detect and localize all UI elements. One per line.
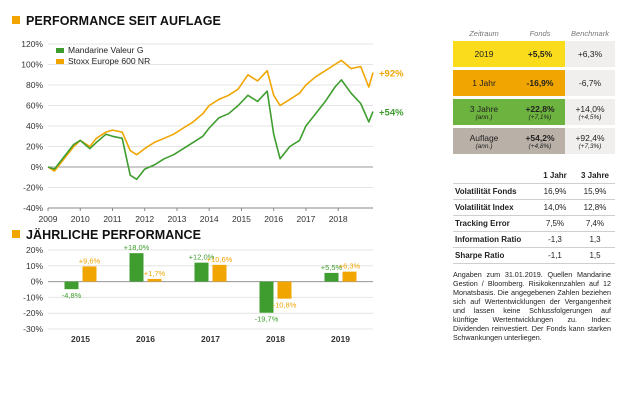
benchmark-series-line	[47, 59, 374, 172]
performance-table: Zeitraum Fonds Benchmark 2019 +5,5% +6,3…	[453, 26, 615, 154]
benchmark-end-label: +92%	[379, 69, 404, 80]
benchmark-bar	[277, 281, 292, 299]
risk-table-header: 1 Jahr 3 Jahre	[453, 168, 615, 184]
performance-line-chart: -40% -20% 0% 20% 40% 60% 80% 100% 120% 2009 2010 20…	[21, 39, 404, 224]
risk-row: Tracking Error 7,5% 7,4%	[453, 215, 615, 232]
annual-performance-bar-chart: -30% -20% -10% 0% 10% 20% -4,8% +9,6% 2015 +18,0%…	[23, 243, 373, 344]
x-tick-label: 2013	[168, 214, 187, 224]
y-tick-label: -10%	[23, 292, 43, 302]
y-tick-label: 0%	[31, 162, 44, 172]
x-tick-label: 2010	[71, 214, 90, 224]
benchmark-bar-label: -10,8%	[273, 301, 297, 310]
y-tick-label: 40%	[26, 121, 43, 131]
perf-row-auflage: Auflage (ann.) +54,2% (+4,8%) +92,4% (+7,3%…	[453, 128, 615, 154]
header-period: Zeitraum	[469, 29, 499, 38]
perf-row-fund: -16,9%	[515, 70, 565, 96]
benchmark-bar-label: +1,7%	[144, 269, 166, 278]
header-3-jahre: 3 Jahre	[575, 168, 615, 184]
fund-bar-label: -19,7%	[255, 315, 279, 324]
fund-bar	[64, 281, 79, 290]
perf-row-label: Auflage (ann.)	[453, 128, 515, 154]
perf-row-label: 2019	[453, 41, 515, 67]
benchmark-bar	[212, 264, 227, 282]
perf-row-1-jahr: 1 Jahr -16,9% -6,7%	[453, 70, 615, 96]
y-tick-label: 20%	[26, 142, 43, 152]
benchmark-bar	[147, 278, 162, 282]
annual-performance-title: JÄHRLICHE PERFORMANCE	[12, 228, 201, 242]
legend-label: Stoxx Europe 600 NR	[68, 56, 150, 66]
fund-bar	[324, 272, 339, 282]
y-tick-label: -20%	[23, 183, 43, 193]
category-label: 2017	[201, 334, 220, 344]
fund-bar-label: +12,0%	[189, 253, 215, 262]
risk-row: Information Ratio -1,3 1,3	[453, 231, 615, 248]
perf-row-bench: +92,4% (+7,3%)	[565, 128, 615, 154]
perf-row-2019: 2019 +5,5% +6,3%	[453, 41, 615, 67]
perf-row-fund: +22,8% (+7,1%)	[515, 99, 565, 125]
legend-swatch	[56, 59, 64, 64]
title-square-icon	[12, 230, 20, 238]
perf-row-fund: +5,5%	[515, 41, 565, 67]
fund-bar	[259, 281, 274, 313]
y-tick-label: 100%	[21, 60, 43, 70]
performance-table-header: Zeitraum Fonds Benchmark	[453, 26, 615, 41]
perf-row-label: 1 Jahr	[453, 70, 515, 96]
perf-row-bench: -6,7%	[565, 70, 615, 96]
x-tick-label: 2015	[232, 214, 251, 224]
y-tick-label: 10%	[26, 261, 43, 271]
benchmark-bar-label: +6,3%	[339, 262, 361, 271]
fund-bar	[194, 262, 209, 282]
fund-bar-label: +18,0%	[124, 243, 150, 252]
x-tick-label: 2018	[329, 214, 348, 224]
fund-bar	[129, 253, 144, 282]
risk-row: Volatilität Fonds 16,9% 15,9%	[453, 183, 615, 200]
x-tick-label: 2014	[200, 214, 219, 224]
performance-title: PERFORMANCE SEIT AUFLAGE	[12, 14, 221, 28]
fund-bar-label: -4,8%	[62, 291, 82, 300]
x-tick-label: 2009	[39, 214, 58, 224]
x-tick-label: 2017	[296, 214, 315, 224]
risk-row: Sharpe Ratio -1,1 1,5	[453, 247, 615, 264]
benchmark-bar	[82, 266, 97, 282]
y-tick-label: -20%	[23, 308, 43, 318]
perf-row-label: 3 Jahre (ann.)	[453, 99, 515, 125]
perf-row-bench: +6,3%	[565, 41, 615, 67]
benchmark-bar-label: +10,6%	[207, 255, 233, 264]
y-tick-label: 80%	[26, 80, 43, 90]
fund-series-line	[47, 79, 374, 181]
y-tick-label: 20%	[26, 245, 43, 255]
benchmark-bar-label: +9,6%	[79, 256, 101, 265]
fund-bar-label: +5,5%	[321, 263, 343, 272]
header-benchmark: Benchmark	[571, 29, 609, 38]
fund-end-label: +54%	[379, 108, 404, 119]
header-1-jahr: 1 Jahr	[535, 168, 575, 184]
risk-row: Volatilität Index 14,0% 12,8%	[453, 199, 615, 216]
y-tick-label: 0%	[31, 277, 44, 287]
x-tick-label: 2016	[264, 214, 283, 224]
category-label: 2016	[136, 334, 155, 344]
risk-table: 1 Jahr 3 Jahre Volatilität Fonds 16,9% 1…	[453, 168, 615, 264]
benchmark-bar	[342, 271, 357, 282]
perf-row-3-jahre: 3 Jahre (ann.) +22,8% (+7,1%) +14,0% (+4,5%…	[453, 99, 615, 125]
perf-row-fund: +54,2% (+4,8%)	[515, 128, 565, 154]
y-tick-label: -30%	[23, 324, 43, 334]
x-tick-label: 2012	[135, 214, 154, 224]
y-tick-label: 120%	[21, 39, 43, 49]
x-tick-label: 2011	[103, 214, 122, 224]
y-tick-label: -40%	[23, 203, 43, 213]
y-tick-label: 60%	[26, 101, 43, 111]
legend-swatch	[56, 48, 64, 53]
header-fund: Fonds	[529, 29, 551, 38]
perf-row-bench: +14,0% (+4,5%)	[565, 99, 615, 125]
title-square-icon	[12, 16, 20, 24]
category-label: 2015	[71, 334, 90, 344]
category-label: 2019	[331, 334, 350, 344]
footnote-text: Angaben zum 31.01.2019. Quellen Mandarin…	[453, 270, 611, 342]
legend-label: Mandarine Valeur G	[68, 45, 143, 55]
category-label: 2018	[266, 334, 285, 344]
